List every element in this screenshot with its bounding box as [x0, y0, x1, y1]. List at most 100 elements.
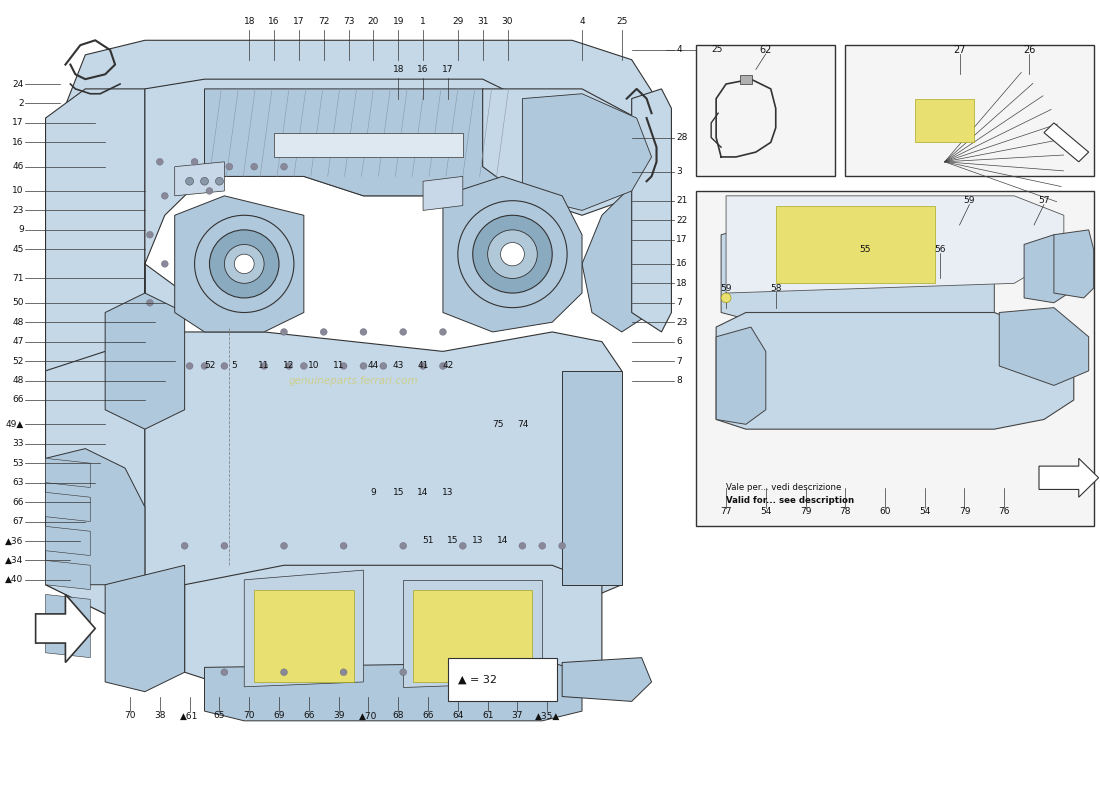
- Polygon shape: [45, 449, 145, 585]
- Text: 33: 33: [12, 439, 24, 448]
- Text: 77: 77: [720, 507, 732, 516]
- Polygon shape: [35, 594, 96, 662]
- Text: 4: 4: [580, 17, 585, 26]
- Text: 66: 66: [12, 498, 24, 506]
- Text: 54: 54: [920, 507, 931, 516]
- Text: 5: 5: [231, 362, 238, 370]
- Text: 73: 73: [343, 17, 354, 26]
- Text: Vale per... vedi descrizione: Vale per... vedi descrizione: [726, 483, 842, 492]
- Polygon shape: [414, 590, 532, 682]
- Text: 39: 39: [333, 711, 344, 721]
- Circle shape: [216, 178, 223, 185]
- Text: 59: 59: [964, 196, 976, 205]
- Text: 7: 7: [676, 357, 682, 366]
- Circle shape: [201, 362, 208, 370]
- Text: 56: 56: [934, 245, 945, 254]
- Text: 24: 24: [12, 79, 24, 89]
- Polygon shape: [45, 492, 90, 522]
- Text: ▲61: ▲61: [180, 711, 199, 721]
- Text: 43: 43: [393, 362, 404, 370]
- Text: 14: 14: [417, 488, 429, 497]
- Circle shape: [206, 187, 213, 194]
- Text: ▲ = 32: ▲ = 32: [458, 674, 497, 685]
- Text: 13: 13: [442, 488, 453, 497]
- Text: ▲40: ▲40: [6, 575, 24, 584]
- Text: 66: 66: [304, 711, 315, 721]
- Text: 57: 57: [1038, 196, 1049, 205]
- Polygon shape: [726, 196, 1064, 293]
- Text: 28: 28: [676, 133, 688, 142]
- Circle shape: [280, 542, 287, 550]
- Circle shape: [209, 230, 279, 298]
- Text: 10: 10: [12, 186, 24, 195]
- Polygon shape: [716, 313, 1074, 429]
- Polygon shape: [60, 40, 657, 176]
- Circle shape: [559, 542, 565, 550]
- Bar: [740, 75, 752, 84]
- Polygon shape: [45, 561, 90, 590]
- Circle shape: [460, 542, 466, 550]
- Polygon shape: [274, 133, 463, 157]
- Text: 66: 66: [12, 395, 24, 405]
- Circle shape: [487, 230, 537, 278]
- Text: 53: 53: [12, 458, 24, 468]
- Text: 21: 21: [676, 196, 688, 205]
- Polygon shape: [145, 79, 542, 371]
- Text: 49▲: 49▲: [6, 420, 24, 429]
- Polygon shape: [443, 176, 582, 332]
- Text: 54: 54: [760, 507, 771, 516]
- Circle shape: [340, 669, 348, 676]
- Bar: [845, 45, 1093, 176]
- Circle shape: [162, 193, 168, 199]
- Text: 44: 44: [367, 362, 380, 370]
- Text: 46: 46: [12, 162, 24, 171]
- Text: 15: 15: [393, 488, 404, 497]
- Text: 18: 18: [243, 17, 255, 26]
- Text: 47: 47: [12, 337, 24, 346]
- Text: 17: 17: [293, 17, 305, 26]
- Polygon shape: [1054, 230, 1093, 298]
- Text: 79: 79: [800, 507, 812, 516]
- Text: 38: 38: [154, 711, 165, 721]
- Text: 65: 65: [213, 711, 226, 721]
- Text: 13: 13: [472, 537, 484, 546]
- Text: 50: 50: [12, 298, 24, 307]
- Circle shape: [224, 245, 264, 283]
- Text: ▲34: ▲34: [6, 556, 24, 565]
- Text: 61: 61: [482, 711, 494, 721]
- Text: 37: 37: [512, 711, 524, 721]
- Text: 23: 23: [12, 206, 24, 215]
- Polygon shape: [424, 176, 463, 210]
- Text: 59: 59: [720, 284, 732, 293]
- Polygon shape: [722, 215, 994, 332]
- Text: 70: 70: [124, 711, 135, 721]
- Polygon shape: [562, 371, 622, 585]
- Text: 8: 8: [676, 376, 682, 385]
- Polygon shape: [45, 629, 90, 658]
- Text: 30: 30: [502, 17, 514, 26]
- Polygon shape: [1040, 458, 1099, 498]
- Text: 79: 79: [959, 507, 970, 516]
- Text: 16: 16: [12, 138, 24, 147]
- Circle shape: [146, 299, 153, 306]
- Text: 74: 74: [517, 420, 528, 429]
- Text: Valid for... see description: Valid for... see description: [726, 496, 855, 505]
- Text: ▲70: ▲70: [360, 711, 377, 721]
- Text: 25: 25: [712, 46, 723, 54]
- Circle shape: [195, 215, 294, 313]
- Circle shape: [186, 362, 194, 370]
- Circle shape: [182, 542, 188, 550]
- Text: 6: 6: [676, 337, 682, 346]
- Circle shape: [156, 158, 163, 166]
- Circle shape: [251, 163, 257, 170]
- Text: 62: 62: [760, 45, 772, 55]
- Polygon shape: [1044, 123, 1089, 162]
- Circle shape: [360, 329, 367, 335]
- Text: 20: 20: [367, 17, 380, 26]
- Polygon shape: [254, 590, 353, 682]
- Polygon shape: [915, 98, 975, 142]
- Text: 66: 66: [422, 711, 433, 721]
- Circle shape: [300, 362, 307, 370]
- Bar: [696, 191, 1093, 526]
- Text: 31: 31: [477, 17, 488, 26]
